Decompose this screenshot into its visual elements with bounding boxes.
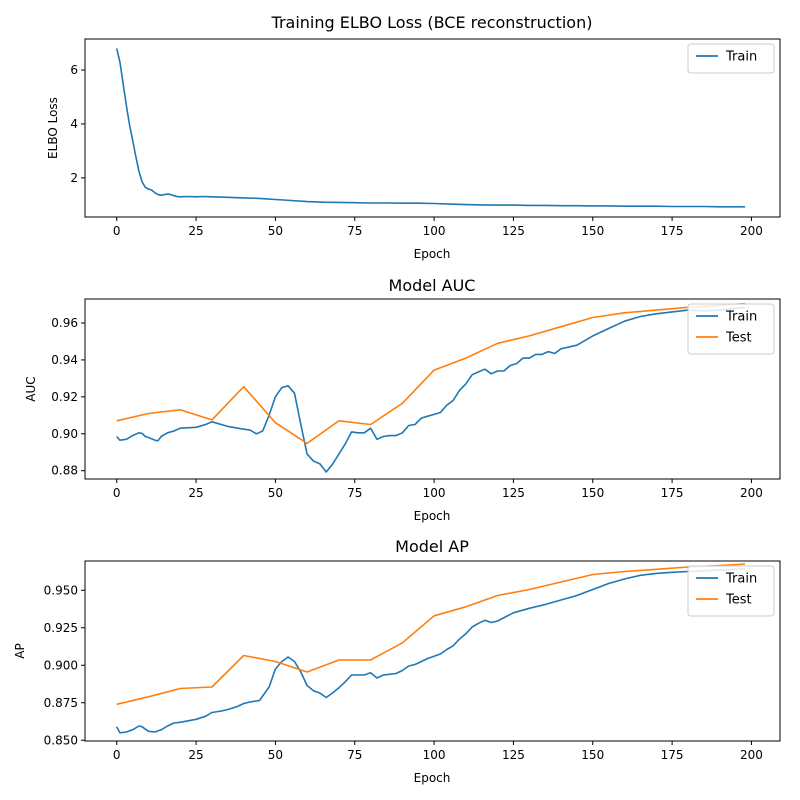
ap-legend-label-test: Test [725, 593, 752, 608]
ap-y-tick-label: 0.875 [44, 696, 78, 710]
ap-chart: Model AP Epoch AP 0 25 50 75 100 125 150 175 200… [13, 537, 781, 785]
ap-y-tick-label: 0.900 [44, 658, 78, 672]
auc-x-tick-label: 175 [661, 486, 684, 500]
elbo-y-tick-label: 6 [70, 63, 78, 77]
auc-x-tick-label: 150 [581, 486, 604, 500]
elbo-x-axis-label: Epoch [414, 247, 451, 261]
auc-legend: Train Test [687, 303, 775, 355]
auc-x-tick-label: 75 [347, 486, 362, 500]
elbo-y-axis-label: ELBO Loss [46, 97, 60, 159]
ap-legend-label-train: Train [725, 572, 757, 587]
ap-ticks: 0 25 50 75 100 125 150 175 200 0.850 0.875 0.900 0.9… [44, 583, 763, 762]
auc-x-tick-label: 125 [502, 486, 525, 500]
elbo-plot-frame [84, 38, 781, 218]
elbo-legend-label-train: Train [725, 50, 757, 65]
elbo-legend-box [687, 43, 775, 74]
ap-x-tick-label: 100 [423, 748, 446, 762]
auc-legend-label-test: Test [725, 331, 752, 346]
ap-y-axis-label: AP [13, 643, 27, 658]
ap-x-tick-label: 150 [581, 748, 604, 762]
ap-series-lines [115, 563, 746, 734]
auc-y-axis-label: AUC [24, 376, 38, 401]
ap-plot-frame [84, 560, 781, 742]
elbo-x-tick-label: 75 [347, 224, 362, 238]
elbo-chart-title: Training ELBO Loss (BCE reconstruction) [271, 13, 593, 32]
elbo-x-tick-label: 125 [502, 224, 525, 238]
auc-x-tick-label: 50 [268, 486, 283, 500]
elbo-x-tick-label: 50 [268, 224, 283, 238]
ap-chart-title: Model AP [395, 537, 469, 556]
elbo-y-tick-label: 2 [70, 171, 78, 185]
auc-legend-label-train: Train [725, 310, 757, 325]
ap-y-tick-label: 0.925 [44, 621, 78, 635]
ap-x-tick-label: 75 [347, 748, 362, 762]
ap-x-axis-label: Epoch [414, 771, 451, 785]
auc-chart-title: Model AUC [389, 276, 476, 295]
auc-y-tick-label: 0.94 [51, 353, 78, 367]
elbo-x-tick-label: 200 [740, 224, 763, 238]
auc-x-tick-label: 0 [113, 486, 121, 500]
ap-series-train-line [115, 567, 746, 734]
ap-legend: Train Test [687, 565, 775, 617]
elbo-series-lines [115, 48, 746, 208]
auc-plot-frame [84, 298, 781, 480]
elbo-x-tick-label: 150 [581, 224, 604, 238]
elbo-x-tick-label: 175 [661, 224, 684, 238]
ap-x-tick-label: 50 [268, 748, 283, 762]
ap-y-tick-label: 0.950 [44, 583, 78, 597]
ap-x-tick-label: 0 [113, 748, 121, 762]
auc-y-tick-label: 0.96 [51, 316, 78, 330]
ap-series-test-line [116, 563, 746, 706]
auc-y-tick-label: 0.92 [51, 390, 78, 404]
auc-x-tick-label: 25 [188, 486, 203, 500]
auc-chart: Model AUC Epoch AUC 0 25 50 75 100 125 150 175 2… [24, 276, 781, 523]
elbo-loss-chart: Training ELBO Loss (BCE reconstruction) … [46, 13, 781, 261]
elbo-x-tick-label: 0 [113, 224, 121, 238]
elbo-legend: Train [687, 43, 775, 74]
ap-x-tick-label: 200 [740, 748, 763, 762]
auc-series-test-line [116, 302, 746, 445]
auc-ticks: 0 25 50 75 100 125 150 175 200 0.88 0.90 0.92 0.94 0.… [51, 316, 763, 500]
ap-x-tick-label: 175 [661, 748, 684, 762]
auc-series-train-line [116, 306, 746, 473]
ap-x-tick-label: 25 [188, 748, 203, 762]
elbo-y-tick-label: 4 [70, 117, 78, 131]
auc-x-tick-label: 200 [740, 486, 763, 500]
elbo-x-tick-label: 25 [188, 224, 203, 238]
auc-x-tick-label: 100 [423, 486, 446, 500]
auc-y-tick-label: 0.88 [51, 464, 78, 478]
elbo-x-tick-label: 100 [423, 224, 446, 238]
auc-x-axis-label: Epoch [414, 509, 451, 523]
elbo-series-train-line [115, 48, 746, 208]
auc-series-lines [116, 302, 746, 473]
elbo-ticks: 0 25 50 75 100 125 150 175 200 2 4 6 [70, 63, 763, 238]
auc-y-tick-label: 0.90 [51, 427, 78, 441]
ap-x-tick-label: 125 [502, 748, 525, 762]
ap-y-tick-label: 0.850 [44, 733, 78, 747]
